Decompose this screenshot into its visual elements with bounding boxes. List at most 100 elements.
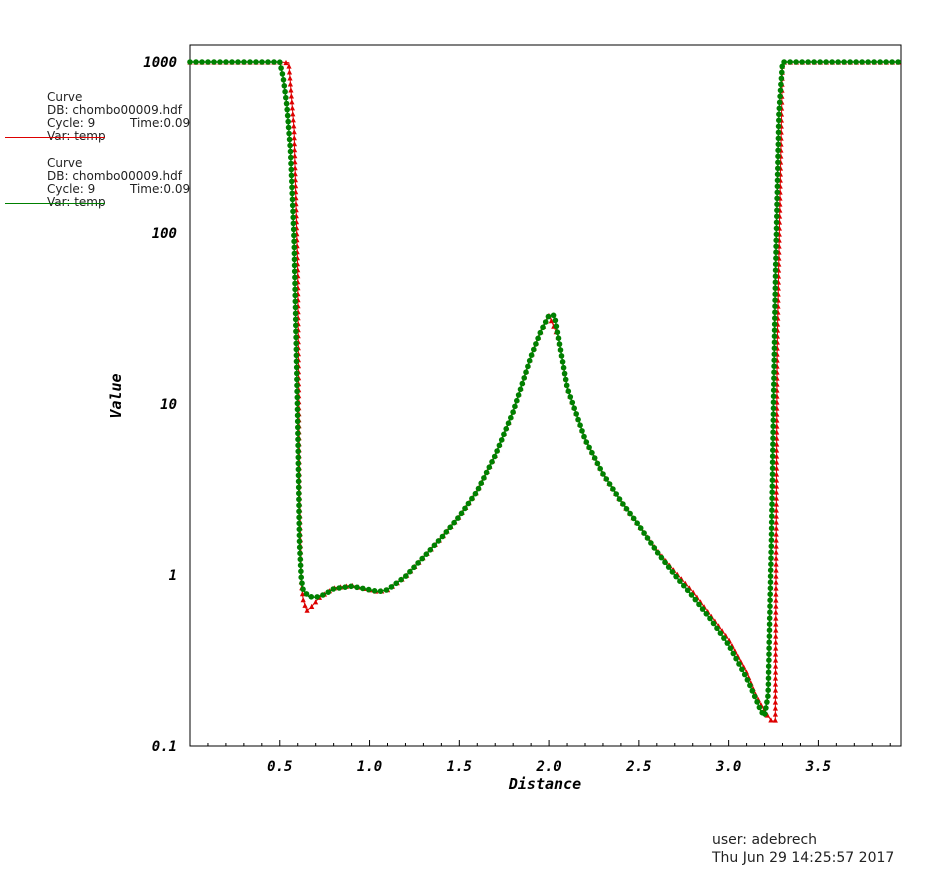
data-point (773, 501, 779, 507)
data-point (764, 699, 770, 705)
data-point (775, 135, 782, 142)
data-point (486, 464, 493, 471)
data-point (769, 465, 776, 472)
data-point (295, 448, 302, 455)
data-point (289, 190, 296, 197)
data-point (458, 510, 465, 517)
data-point (293, 328, 299, 335)
data-point (775, 123, 782, 130)
data-point (767, 609, 773, 615)
data-point (286, 69, 293, 75)
data-point (398, 576, 404, 583)
data-point (292, 147, 298, 153)
x-tick-label: 2.5 (625, 759, 651, 775)
data-point (773, 579, 779, 585)
x-axis-label: Distance (508, 775, 581, 793)
data-point (280, 77, 287, 83)
data-point (610, 486, 616, 492)
data-point (773, 651, 779, 657)
data-point (769, 483, 776, 490)
data-point (288, 166, 295, 173)
data-point (295, 466, 302, 473)
data-point (294, 406, 301, 413)
data-point (320, 592, 326, 598)
data-point (773, 609, 779, 615)
data-point (296, 508, 302, 515)
data-point (721, 635, 727, 641)
data-point (290, 226, 297, 233)
data-point (772, 693, 778, 699)
data-point (771, 333, 778, 340)
data-point (773, 543, 779, 549)
data-point (771, 363, 777, 370)
data-point (744, 677, 751, 683)
data-point (769, 471, 776, 478)
data-point (777, 87, 784, 94)
data-point (648, 540, 654, 546)
data-point (591, 455, 598, 461)
data-point (768, 543, 775, 549)
data-point (773, 561, 779, 567)
data-point (217, 59, 223, 65)
data-point (865, 59, 871, 65)
data-point (772, 681, 779, 687)
data-point (773, 225, 780, 232)
data-point (259, 59, 265, 65)
data-point (853, 59, 859, 65)
data-point (773, 639, 779, 645)
data-point (763, 705, 769, 711)
data-point (439, 533, 446, 540)
data-point (766, 615, 773, 621)
data-point (724, 640, 731, 646)
data-point (281, 83, 288, 89)
data-point (298, 574, 305, 581)
data-point (447, 524, 454, 531)
data-point (289, 184, 295, 191)
data-point (521, 375, 527, 381)
data-point (291, 123, 297, 129)
data-point (883, 59, 889, 65)
data-point (300, 597, 306, 603)
data-point (768, 525, 775, 531)
data-point (793, 59, 799, 65)
data-point (286, 63, 292, 69)
data-point (823, 59, 829, 65)
y-tick-label: 1000 (143, 55, 177, 71)
data-point (603, 476, 610, 482)
data-point (779, 69, 785, 76)
data-point (265, 59, 271, 65)
data-point (871, 59, 877, 65)
data-point (684, 587, 691, 594)
data-point (289, 105, 295, 111)
data-point (768, 531, 775, 537)
data-point (771, 381, 777, 388)
data-point (559, 359, 566, 365)
data-point (292, 304, 299, 311)
data-point (286, 136, 293, 143)
data-point (514, 397, 520, 404)
data-point (772, 285, 779, 292)
data-point (773, 231, 780, 238)
data-point (805, 59, 811, 65)
data-point (895, 59, 901, 65)
data-point (772, 279, 779, 286)
data-point (294, 376, 300, 383)
data-point (581, 433, 587, 440)
data-point (669, 569, 676, 575)
data-point (287, 81, 293, 87)
data-point (769, 453, 776, 460)
data-point (505, 420, 512, 427)
data-point (555, 335, 562, 342)
legend-db: DB: chombo00009.hdf (47, 103, 182, 117)
data-point (773, 603, 779, 609)
data-point (510, 409, 516, 415)
data-point (330, 586, 337, 592)
data-point (768, 561, 774, 567)
data-point (770, 387, 777, 394)
data-point (283, 100, 290, 107)
data-point (597, 465, 603, 472)
data-point (681, 582, 687, 589)
data-point (787, 59, 793, 65)
data-point (770, 447, 776, 454)
data-point (550, 312, 557, 319)
